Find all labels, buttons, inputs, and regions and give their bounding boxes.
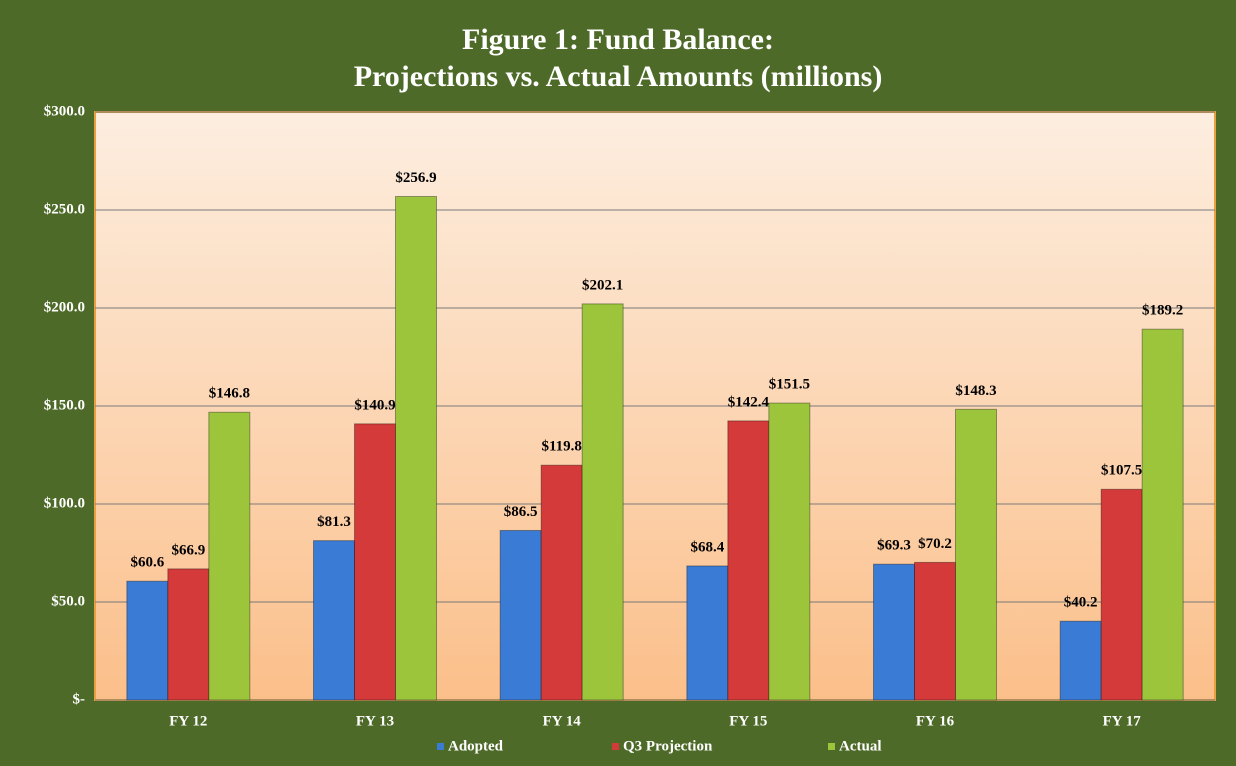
y-tick-label: $100.0 bbox=[44, 495, 85, 511]
x-tick-label: FY 12 bbox=[169, 713, 207, 729]
bar bbox=[1141, 328, 1184, 701]
bar bbox=[313, 540, 355, 701]
bar bbox=[208, 411, 251, 701]
y-tick-label: $250.0 bbox=[44, 201, 85, 217]
bar bbox=[581, 303, 624, 701]
legend-swatch bbox=[612, 743, 619, 750]
y-tick-label: $50.0 bbox=[51, 593, 85, 609]
chart-title: Figure 1: Fund Balance: bbox=[462, 23, 774, 56]
bar bbox=[1100, 488, 1143, 701]
bar bbox=[395, 195, 437, 701]
data-label: $151.5 bbox=[769, 376, 810, 392]
data-label: $60.6 bbox=[130, 555, 164, 571]
bar bbox=[499, 529, 542, 701]
data-label: $142.4 bbox=[728, 394, 770, 410]
bar bbox=[914, 561, 956, 701]
bar bbox=[1059, 620, 1102, 701]
y-tick-label: $300.0 bbox=[44, 103, 85, 119]
legend-swatch bbox=[437, 743, 444, 750]
x-tick-label: FY 17 bbox=[1103, 713, 1142, 729]
legend-label: Adopted bbox=[448, 738, 504, 754]
data-label: $69.3 bbox=[877, 538, 911, 554]
data-label: $68.4 bbox=[690, 539, 724, 555]
data-label: $146.8 bbox=[209, 386, 250, 402]
bar bbox=[167, 568, 210, 701]
bar bbox=[126, 580, 169, 701]
data-label: $148.3 bbox=[955, 383, 996, 399]
legend-label: Q3 Projection bbox=[623, 738, 713, 754]
bar bbox=[354, 423, 396, 701]
data-label: $66.9 bbox=[171, 542, 205, 558]
x-tick-label: FY 16 bbox=[916, 713, 955, 729]
x-tick-label: FY 15 bbox=[729, 713, 767, 729]
x-tick-label: FY 14 bbox=[543, 713, 582, 729]
data-label: $119.8 bbox=[541, 439, 581, 455]
legend-swatch bbox=[828, 743, 835, 750]
bar bbox=[955, 408, 997, 701]
legend-label: Actual bbox=[839, 738, 882, 754]
bar bbox=[873, 563, 915, 701]
data-label: $140.9 bbox=[354, 397, 395, 413]
chart-subtitle: Projections vs. Actual Amounts (millions… bbox=[354, 60, 883, 93]
data-label: $189.2 bbox=[1142, 303, 1183, 319]
bar bbox=[768, 402, 811, 701]
data-label: $81.3 bbox=[317, 514, 351, 530]
x-tick-label: FY 13 bbox=[356, 713, 394, 729]
y-tick-label: $150.0 bbox=[44, 397, 85, 413]
y-tick-label: $- bbox=[73, 691, 86, 707]
bar bbox=[540, 464, 583, 701]
bar bbox=[727, 420, 770, 701]
data-label: $40.2 bbox=[1064, 595, 1098, 611]
y-tick-label: $200.0 bbox=[44, 299, 85, 315]
data-label: $202.1 bbox=[582, 277, 623, 293]
data-label: $86.5 bbox=[504, 504, 538, 520]
data-label: $70.2 bbox=[918, 536, 952, 552]
bar bbox=[686, 565, 729, 701]
data-label: $107.5 bbox=[1101, 463, 1142, 479]
data-label: $256.9 bbox=[395, 170, 436, 186]
